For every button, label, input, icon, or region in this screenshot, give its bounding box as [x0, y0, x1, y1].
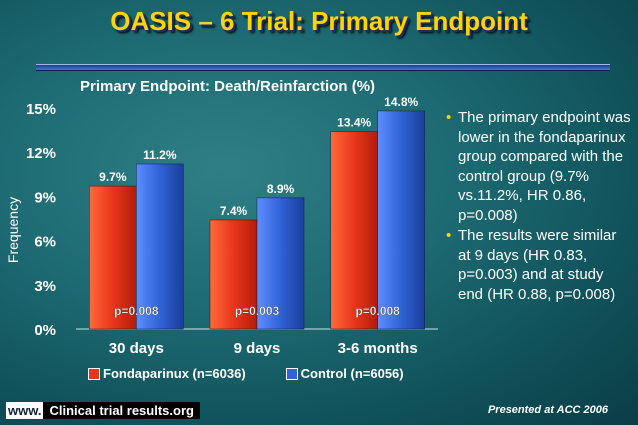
y-tick-label: 9% [34, 189, 56, 206]
slide-title: OASIS – 6 Trial: Primary Endpoint [110, 6, 528, 36]
data-label: 14.8% [384, 95, 418, 109]
chart-title: Primary Endpoint: Death/Reinfarction (%) [80, 78, 376, 95]
bar-control [377, 110, 425, 330]
y-tick-label: 15% [26, 101, 56, 118]
bullet-text: The primary endpoint was lower in the fo… [458, 109, 631, 224]
p-value-label: p=0.008 [355, 304, 400, 318]
data-label: 11.2% [143, 148, 177, 162]
y-tick-label: 12% [26, 145, 56, 162]
x-tick-label: 3-6 months [338, 340, 418, 357]
chart-legend: Fondaparinux (n=6036) Control (n=6056) [88, 366, 444, 381]
footer-www: www. [6, 402, 44, 419]
bullet-dot-icon: • [446, 109, 452, 126]
data-label: 13.4% [337, 116, 371, 130]
title-divider [36, 64, 610, 71]
bullet-list: • The primary endpoint was lower in the … [446, 108, 632, 305]
bar-control [256, 197, 305, 330]
bullet-dot-icon: • [446, 227, 452, 244]
legend-label: Control (n=6056) [300, 366, 404, 381]
x-tick-label: 9 days [234, 340, 281, 357]
legend-label: Fondaparinux (n=6036) [103, 366, 246, 381]
legend-item-control: Control (n=6056) [285, 366, 404, 381]
bullet-item: • The results were similar at 9 days (HR… [446, 226, 632, 304]
data-label: 7.4% [220, 204, 248, 218]
p-value-label: p=0.003 [235, 304, 280, 318]
data-label: 9.7% [99, 170, 127, 184]
legend-swatch-icon [88, 367, 100, 380]
site-footer: www. Clinical trial results.org [6, 402, 200, 419]
x-tick-label: 30 days [109, 340, 164, 357]
bar-fondaparinux [209, 219, 258, 330]
bar-control [136, 163, 184, 330]
data-label: 8.9% [267, 182, 295, 196]
legend-item-fondaparinux: Fondaparinux (n=6036) [88, 366, 246, 381]
presented-note: Presented at ACC 2006 [487, 404, 608, 416]
legend-swatch-icon [285, 367, 298, 380]
bar-fondaparinux [330, 131, 378, 330]
bar-fondaparinux [89, 185, 137, 330]
y-tick-label: 3% [34, 278, 56, 295]
y-tick-label: 6% [34, 234, 56, 251]
footer-site: Clinical trial results.org [43, 402, 200, 419]
y-tick-label: 0% [34, 322, 56, 339]
bullet-text: The results were similar at 9 days (HR 0… [458, 227, 617, 303]
bullet-item: • The primary endpoint was lower in the … [446, 108, 632, 225]
p-value-label: p=0.008 [114, 304, 159, 318]
